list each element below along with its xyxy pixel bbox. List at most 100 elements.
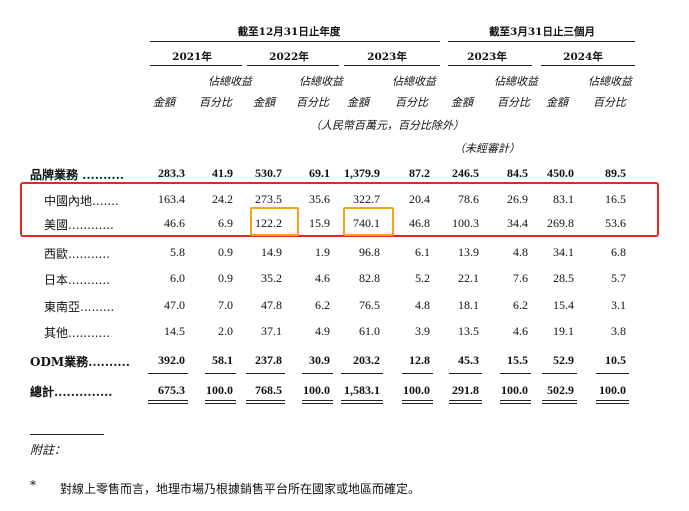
subtotal-rule — [246, 373, 285, 374]
table-cell: 100.0 — [599, 383, 626, 397]
pct-header-line1: 佔總收益 — [392, 75, 436, 88]
amount-header: 金額 — [546, 96, 568, 109]
footnote-text: 對線上零售而言，地理市場乃根據銷售平台所在國家或地區而確定。 — [60, 482, 421, 496]
year-header-2022: 2022年 — [269, 51, 309, 63]
unaudited-note: （未經審計） — [454, 142, 520, 155]
amount-header: 金額 — [451, 96, 473, 109]
subtotal-rule — [500, 373, 531, 374]
table-cell: 28.5 — [553, 271, 574, 285]
table-cell: 4.6 — [513, 324, 528, 338]
table-cell: 740.1 — [353, 216, 380, 230]
table-cell: 4.6 — [315, 271, 330, 285]
subtotal-rule — [302, 373, 333, 374]
year-rule-2024-q — [541, 65, 635, 66]
row-label: 其他........... — [44, 326, 110, 340]
table-cell: 26.9 — [507, 192, 528, 206]
table-cell: 52.9 — [553, 353, 574, 367]
pct-header-line2: 百分比 — [593, 96, 626, 109]
table-cell: 7.0 — [218, 298, 233, 312]
table-cell: 3.9 — [415, 324, 430, 338]
table-cell: 7.6 — [513, 271, 528, 285]
year-rule-2023 — [344, 65, 440, 66]
table-cell: 89.5 — [605, 166, 626, 180]
table-cell: 14.5 — [164, 324, 185, 338]
table-cell: 61.0 — [359, 324, 380, 338]
table-cell: 4.8 — [415, 298, 430, 312]
table-cell: 15.4 — [553, 298, 574, 312]
year-rule-2022 — [247, 65, 339, 66]
subtotal-rule — [449, 373, 482, 374]
table-cell: 13.5 — [458, 324, 479, 338]
table-cell: 237.8 — [255, 353, 282, 367]
row-label: 西歐........... — [44, 247, 110, 261]
pct-header-line1: 佔總收益 — [588, 75, 632, 88]
year-header-2024-q: 2024年 — [563, 51, 603, 63]
amount-header: 金額 — [153, 96, 175, 109]
table-cell: 5.7 — [611, 271, 626, 285]
total-double-rule — [500, 400, 531, 404]
table-cell: 30.9 — [309, 353, 330, 367]
table-cell: 76.5 — [359, 298, 380, 312]
notes-title: 附註： — [30, 443, 67, 457]
table-cell: 53.6 — [605, 216, 626, 230]
year-header-2021: 2021年 — [172, 51, 212, 63]
pct-header-line2: 百分比 — [296, 96, 329, 109]
table-cell: 84.5 — [507, 166, 528, 180]
table-cell: 13.9 — [458, 245, 479, 259]
table-cell: 19.1 — [553, 324, 574, 338]
table-cell: 100.0 — [206, 383, 233, 397]
value-highlight-box-2023-us — [343, 207, 394, 236]
unit-note: （人民幣百萬元，百分比除外） — [310, 119, 464, 132]
notes-rule — [30, 434, 104, 435]
table-cell: 46.6 — [164, 216, 185, 230]
table-cell: 58.1 — [212, 353, 233, 367]
table-cell: 768.5 — [255, 383, 282, 397]
table-cell: 14.9 — [261, 245, 282, 259]
table-cell: 392.0 — [158, 353, 185, 367]
subtotal-rule — [596, 373, 629, 374]
table-cell: 10.5 — [605, 353, 626, 367]
table-cell: 203.2 — [353, 353, 380, 367]
table-cell: 246.5 — [452, 166, 479, 180]
table-cell: 322.7 — [353, 192, 380, 206]
table-cell: 46.8 — [409, 216, 430, 230]
year-rule-2021 — [150, 65, 242, 66]
table-cell: 6.9 — [218, 216, 233, 230]
table-cell: 100.0 — [403, 383, 430, 397]
amount-header: 金額 — [253, 96, 275, 109]
table-cell: 34.1 — [553, 245, 574, 259]
pct-header-line2: 百分比 — [395, 96, 428, 109]
table-cell: 18.1 — [458, 298, 479, 312]
row-label: 日本........... — [44, 273, 110, 287]
table-cell: 47.8 — [261, 298, 282, 312]
row-label: 中國內地....... — [44, 194, 119, 208]
total-double-rule — [148, 400, 188, 404]
subtotal-rule — [205, 373, 236, 374]
table-cell: 47.0 — [164, 298, 185, 312]
table-cell: 283.3 — [158, 166, 185, 180]
row-label: 總計.............. — [30, 385, 113, 399]
fiscal-year-group-title: 截至12月31日止年度 — [237, 26, 341, 38]
table-cell: 78.6 — [458, 192, 479, 206]
table-cell: 5.2 — [415, 271, 430, 285]
table-cell: 100.0 — [501, 383, 528, 397]
table-cell: 83.1 — [553, 192, 574, 206]
row-label: 美國............ — [44, 218, 114, 232]
table-cell: 0.9 — [218, 245, 233, 259]
subtotal-rule — [402, 373, 433, 374]
row-label: 品牌業務 .......... — [30, 168, 124, 182]
table-cell: 6.2 — [513, 298, 528, 312]
table-cell: 15.5 — [507, 353, 528, 367]
table-cell: 69.1 — [309, 166, 330, 180]
table-cell: 82.8 — [359, 271, 380, 285]
table-cell: 96.8 — [359, 245, 380, 259]
table-cell: 450.0 — [547, 166, 574, 180]
region-highlight-box — [20, 182, 659, 237]
table-cell: 20.4 — [409, 192, 430, 206]
table-cell: 37.1 — [261, 324, 282, 338]
table-cell: 6.1 — [415, 245, 430, 259]
table-cell: 16.5 — [605, 192, 626, 206]
quarter-group-title: 截至3月31日止三個月 — [489, 26, 595, 38]
table-cell: 4.8 — [513, 245, 528, 259]
total-double-rule — [449, 400, 482, 404]
